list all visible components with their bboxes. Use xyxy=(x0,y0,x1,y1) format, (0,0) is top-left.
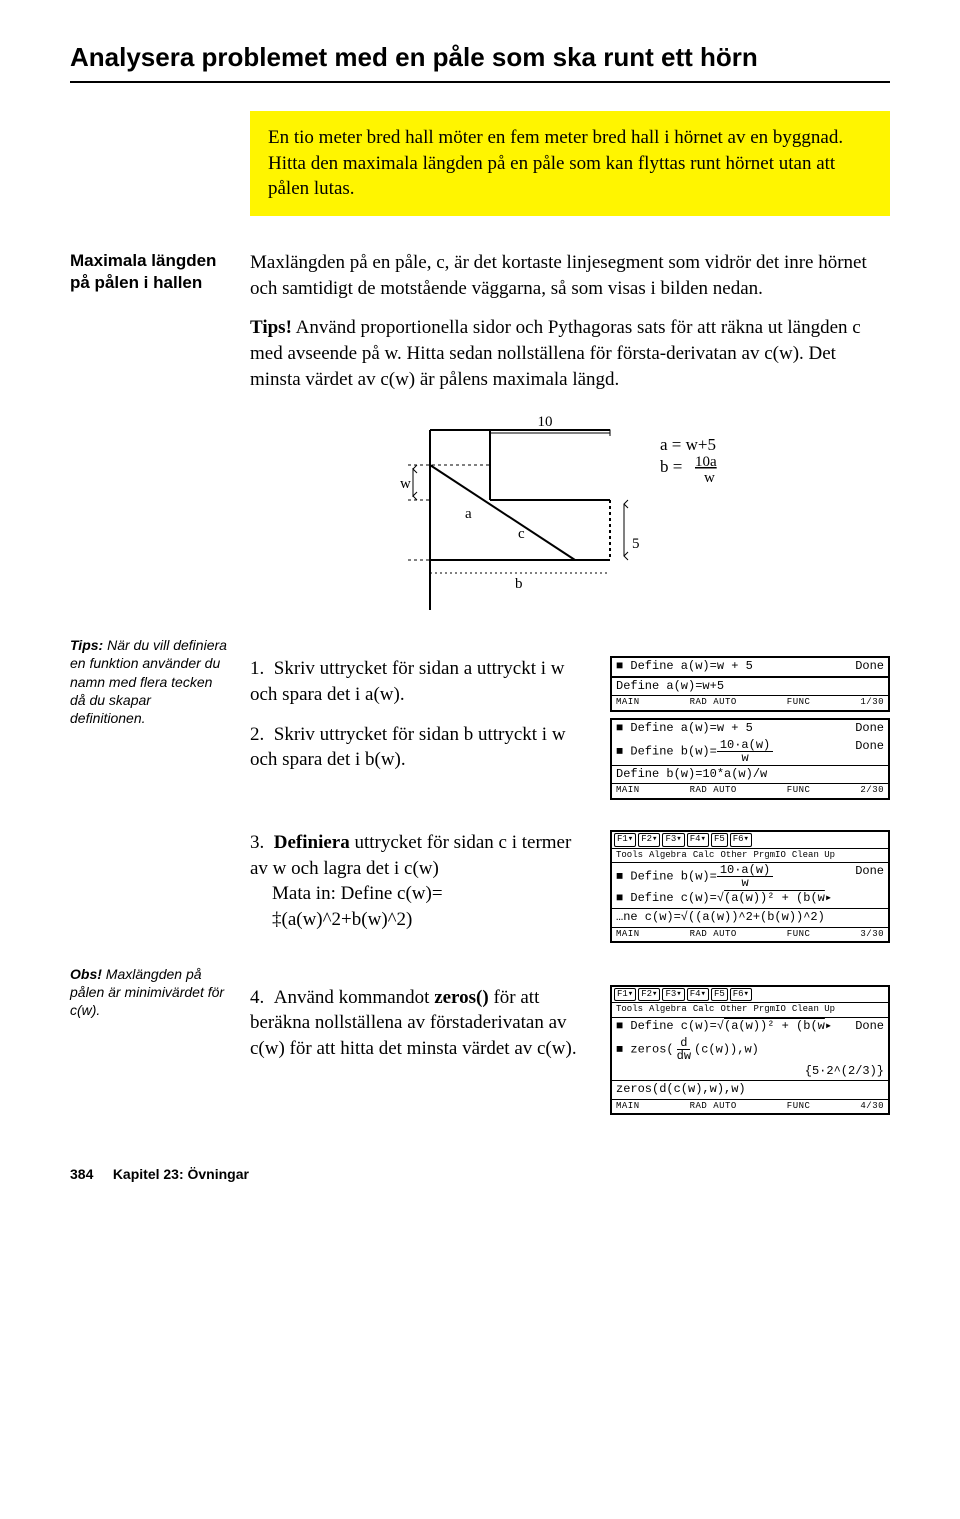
svg-text:a = w+5: a = w+5 xyxy=(660,435,716,454)
page-footer: 384 Kapitel 23: Övningar xyxy=(70,1165,890,1184)
obs-sidebar: Obs! Maxlängden på pålen är minimivärdet… xyxy=(70,965,230,1020)
page-title: Analysera problemet med en påle som ska … xyxy=(70,40,890,83)
svg-text:5: 5 xyxy=(632,536,640,552)
step-4: 4. Använd kommandot zeros() för att berä… xyxy=(250,985,592,1062)
tips-label: Tips! xyxy=(250,317,292,338)
svg-text:a: a xyxy=(465,506,472,522)
svg-text:b =: b = xyxy=(660,457,682,476)
step-3: 3. Definiera uttrycket för sidan c i ter… xyxy=(250,830,592,933)
calc-screenshot-4: F1▾F2▾F3▾F4▾F5F6▾ ToolsAlgebraCalcOtherP… xyxy=(610,985,890,1116)
step-2: 2. Skriv uttrycket för sidan b uttryckt … xyxy=(250,722,592,773)
svg-text:w: w xyxy=(400,476,411,492)
calc-screenshot-1: ■ Define a(w)=w + 5Done Define a(w)=w+5 … xyxy=(610,656,890,712)
corridor-diagram: 10 w a c b 5 a = w+5 b = 10a w xyxy=(250,410,890,620)
svg-text:10: 10 xyxy=(538,414,553,430)
section-heading: Maximala längden på pålen i hallen xyxy=(70,250,230,294)
svg-text:w: w xyxy=(704,470,715,486)
svg-text:10a: 10a xyxy=(695,454,717,470)
paragraph-intro: Maxlängden på en påle, c, är det kortast… xyxy=(250,250,890,301)
svg-text:c: c xyxy=(518,526,525,542)
step-1: 1. Skriv uttrycket för sidan a uttryckt … xyxy=(250,656,592,707)
paragraph-tips: Tips! Använd proportionella sidor och Py… xyxy=(250,315,890,392)
tip-sidebar: Tips:Tips: När du vill definiera en funk… xyxy=(70,636,230,727)
problem-statement: En tio meter bred hall möter en fem mete… xyxy=(250,111,890,216)
svg-text:b: b xyxy=(515,576,523,592)
calc-screenshot-2: ■ Define a(w)=w + 5Done ■ Define b(w)=10… xyxy=(610,718,890,800)
calc-screenshot-3: F1▾F2▾F3▾F4▾F5F6▾ ToolsAlgebraCalcOtherP… xyxy=(610,830,890,943)
